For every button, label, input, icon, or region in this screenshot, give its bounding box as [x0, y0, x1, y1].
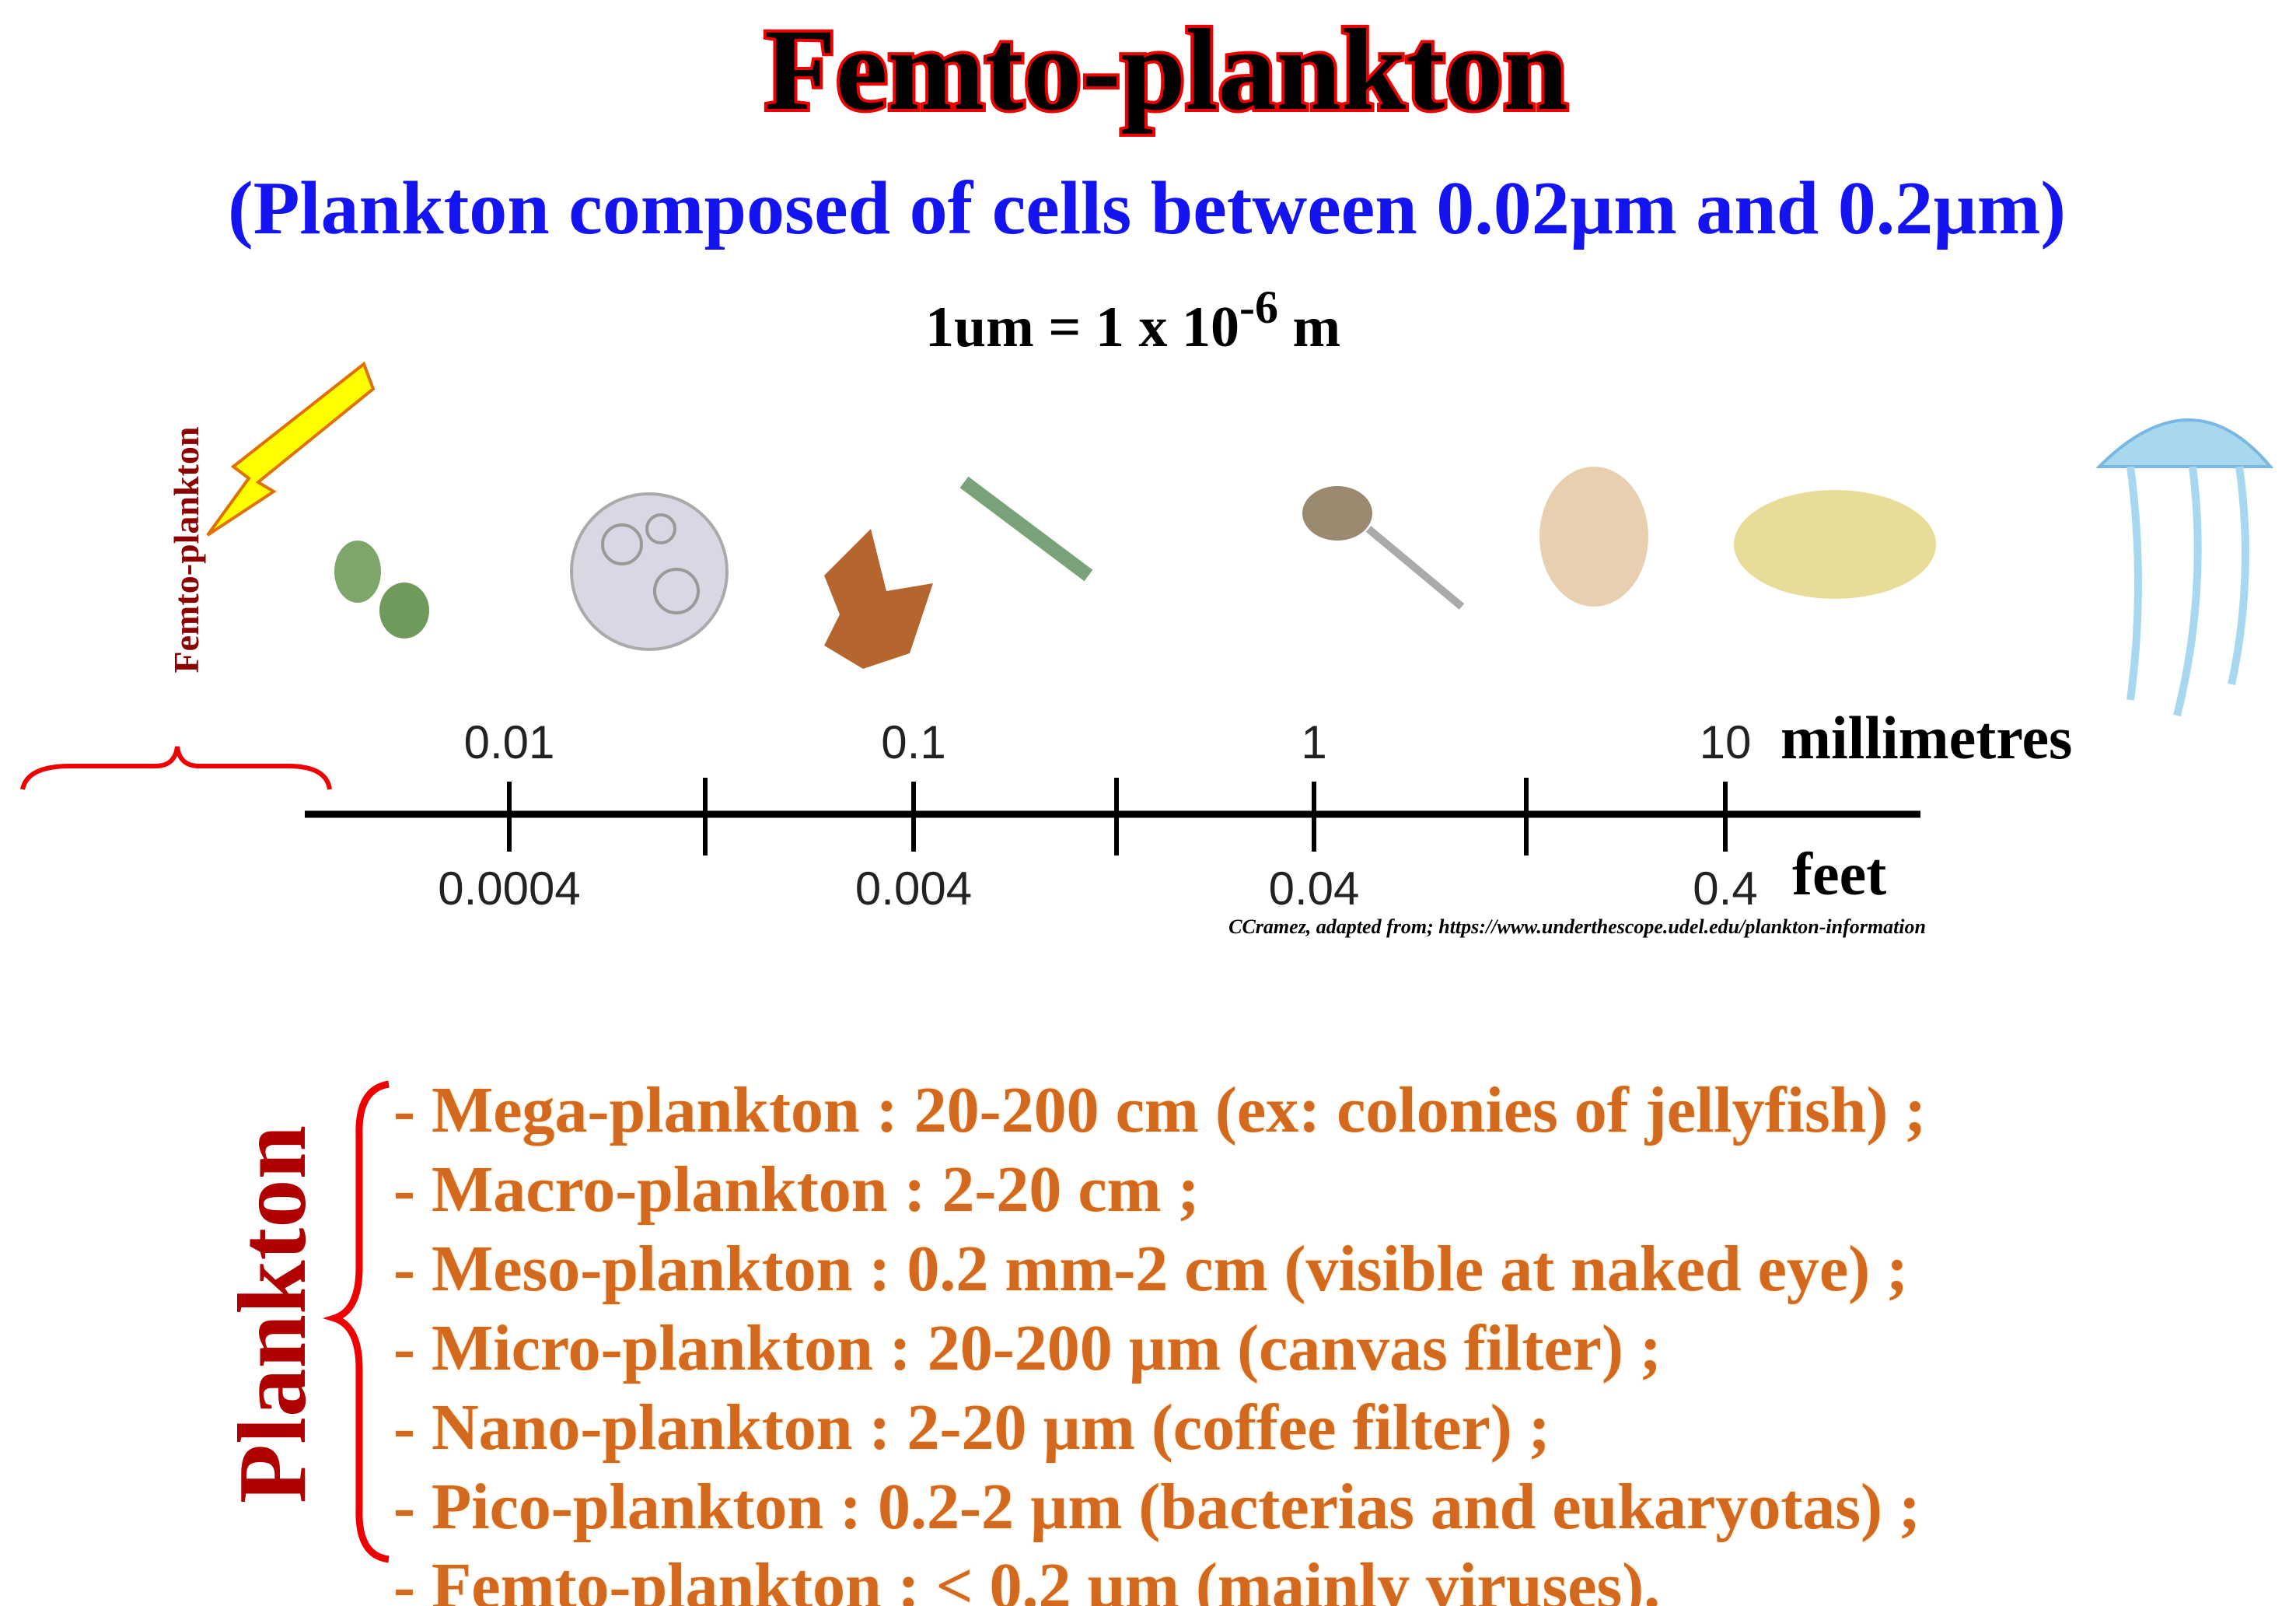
unit-base: 1um = 1 x 10	[925, 296, 1239, 359]
feet-label: 0.4	[1693, 862, 1757, 915]
subtitle: (Plankton composed of cells between 0.02…	[228, 166, 2066, 250]
unit-exponent: -6	[1239, 282, 1278, 333]
mm-label: 0.1	[881, 716, 945, 768]
plankton-item: - Meso-plankton : 0.2 mm-2 cm (visible a…	[393, 1233, 1908, 1305]
small-brace	[20, 746, 332, 790]
big-brace	[322, 1080, 390, 1563]
organisms	[334, 418, 2274, 717]
plankton-item: - Nano-plankton : 2-20 µm (coffee filter…	[393, 1391, 1550, 1464]
feet-label: 0.004	[855, 862, 972, 915]
mm-label: 0.01	[464, 716, 555, 768]
feet-label: 0.0004	[438, 862, 581, 915]
plankton-item: - Macro-plankton : 2-20 cm ;	[393, 1153, 1200, 1226]
title: Femto-plankton	[764, 5, 1567, 135]
plankton-item: - Femto-plankton : < 0.2 µm (mainly viru…	[393, 1550, 1660, 1606]
unit-suffix: m	[1278, 296, 1340, 359]
plankton-item: - Mega-plankton : 20-200 cm (ex: colonie…	[393, 1074, 1926, 1146]
unit-formula: 1um = 1 x 10-6 m	[925, 282, 1340, 359]
plankton-item: - Micro-plankton : 20-200 µm (canvas fil…	[393, 1312, 1662, 1384]
credit: CCramez, adapted from; https://www.under…	[1228, 915, 1926, 938]
mm-label: 1	[1301, 716, 1326, 768]
plankton-list: - Mega-plankton : 20-200 cm (ex: colonie…	[393, 1073, 1927, 1606]
feet-label: 0.04	[1269, 862, 1360, 915]
scale-ticks: 0.01 0.0004 0.1 0.004 1 0.04 10 0.4	[438, 716, 1757, 915]
plankton-label: Plankton	[219, 1125, 327, 1503]
pointer-arrow	[206, 361, 376, 537]
feet-unit: feet	[1792, 840, 1886, 908]
pointer-label: Femto-plankton	[166, 427, 206, 674]
millimetres-unit: millimetres	[1781, 704, 2072, 772]
plankton-item: - Pico-plankton : 0.2-2 µm (bacterias an…	[393, 1471, 1920, 1543]
mm-label: 10	[1700, 716, 1752, 768]
